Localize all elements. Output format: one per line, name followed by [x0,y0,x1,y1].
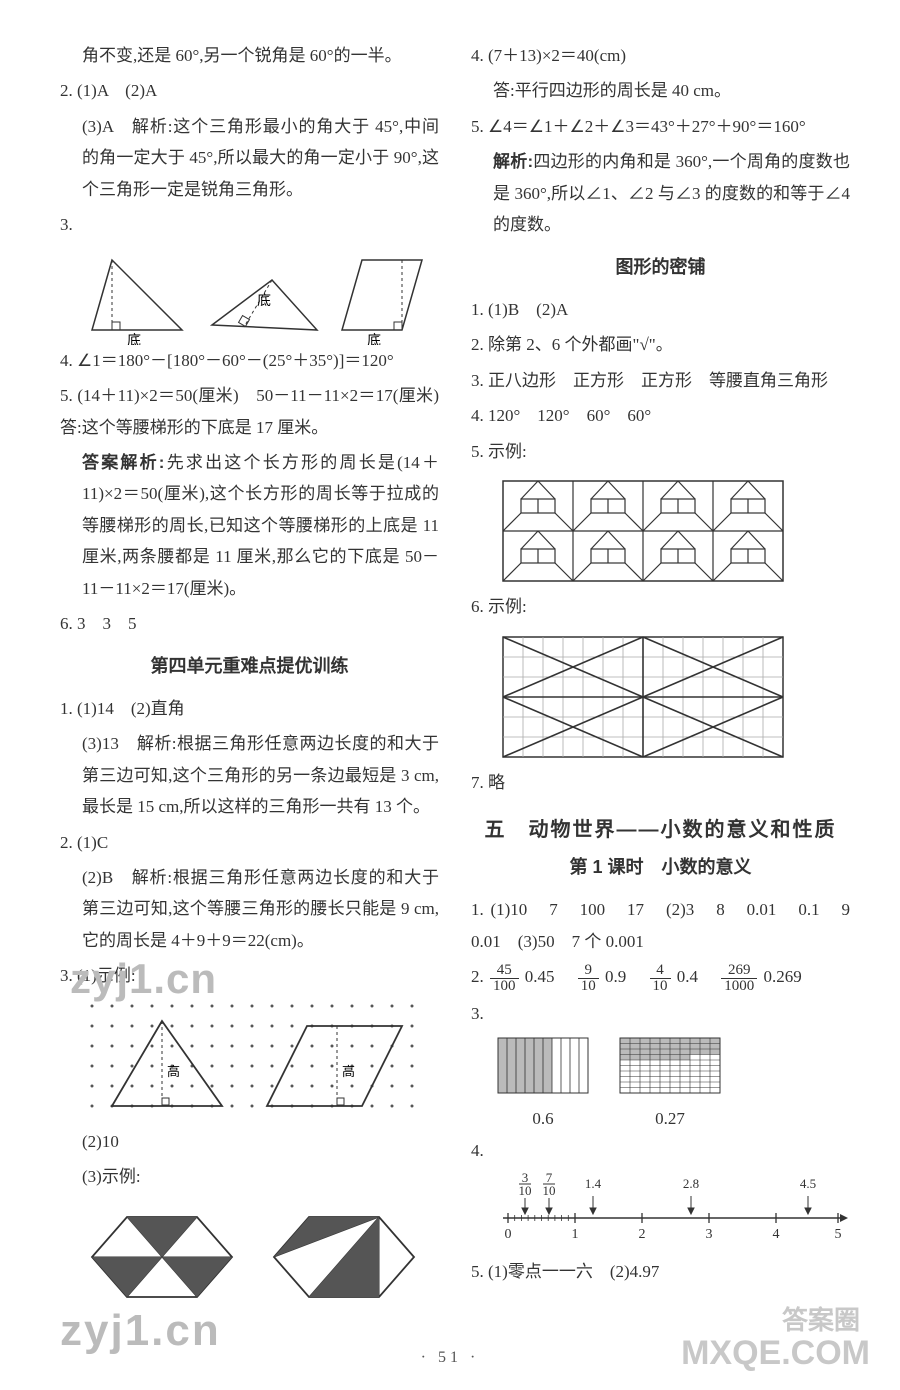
svg-text:2: 2 [639,1227,646,1242]
svg-text:0: 0 [505,1227,512,1242]
text: 4. (7＋13)×2＝40(cm) [471,40,850,71]
text: 1. (1)14 (2)直角 [60,693,439,724]
text: 答:平行四边形的周长是 40 cm。 [471,75,850,106]
svg-text:高: 高 [167,1064,180,1079]
section-heading: 第四单元重难点提优训练 [60,650,439,683]
text: 3. [471,998,850,1029]
text: 3. [60,209,439,240]
text: 答案解析:先求出这个长方形的周长是(14＋11)×2＝50(厘米),这个长方形的… [60,447,439,604]
analysis-text: 先求出这个长方形的周长是(14＋11)×2＝50(厘米),这个长方形的周长等于拉… [82,453,439,598]
svg-text:1: 1 [572,1227,579,1242]
text: 7. 略 [471,767,850,798]
svg-text:底: 底 [367,333,381,345]
svg-text:1.4: 1.4 [585,1176,602,1191]
text: 1. (1)10 7 100 17 (2)3 8 0.01 0.1 9 0.01… [471,894,850,957]
text: 6. 示例: [471,591,850,622]
page-body: 角不变,还是 60°,另一个锐角是 60°的一半。 2. (1)A (2)A (… [0,0,900,1337]
text: 5. 示例: [471,436,850,467]
sub-heading: 第 1 课时 小数的意义 [471,851,850,884]
svg-text:10: 10 [543,1183,556,1198]
text: (2)B 解析:根据三角形任意两边长度的和大于第三边可知,这个等腰三角形的腰长只… [60,862,439,956]
svg-text:4.5: 4.5 [800,1176,816,1191]
figure-number-line: 310 710 1.4 2.8 4.5 [471,1170,850,1255]
text: (3)示例: [60,1161,439,1192]
text: 3. 正八边形 正方形 正方形 等腰直角三角形 [471,365,850,396]
text: 2. (1)A (2)A [60,75,439,106]
text: 1. (1)B (2)A [471,294,850,325]
svg-text:2.8: 2.8 [683,1176,699,1191]
text: 5. (14＋11)×2＝50(厘米) 50－11－11×2＝17(厘米) 答:… [60,380,439,443]
text: 5. ∠4＝∠1＋∠2＋∠3＝43°＋27°＋90°＝160° [471,111,850,142]
page-number: · 51 · [0,1343,900,1373]
figure-triangles: 底 底 底 [60,245,439,345]
grid-label: 0.27 [615,1103,725,1134]
figure-tiling-1 [471,471,850,591]
grid-label: 0.6 [493,1103,593,1134]
text: 6. 3 3 5 [60,608,439,639]
text-fractions: 2. 45100 0.45 910 0.9 410 0.4 2691000 0.… [471,961,850,994]
text: (2)10 [60,1126,439,1157]
figure-tiling-2 [471,627,850,767]
text: 3. (1)示例: [60,960,439,991]
text: 2. (1)C [60,827,439,858]
left-column: 角不变,还是 60°,另一个锐角是 60°的一半。 2. (1)A (2)A (… [60,40,439,1317]
text: 解析:四边形的内角和是 360°,一个周角的度数也是 360°,所以∠1、∠2 … [471,146,850,240]
text: 角不变,还是 60°,另一个锐角是 60°的一半。 [60,40,439,71]
text: (3)A 解析:这个三角形最小的角大于 45°,中间的角一定大于 45°,所以最… [60,111,439,205]
svg-text:10: 10 [519,1183,532,1198]
text: 4. 120° 120° 60° 60° [471,400,850,431]
right-column: 4. (7＋13)×2＝40(cm) 答:平行四边形的周长是 40 cm。 5.… [471,40,850,1317]
text: 4. ∠1＝180°－[180°－60°－(25°＋35°)]＝120° [60,345,439,376]
svg-text:3: 3 [706,1227,713,1242]
text: 4. [471,1135,850,1166]
unit-heading: 五 动物世界——小数的意义和性质 [471,812,850,849]
svg-text:高: 高 [342,1064,355,1079]
svg-text:4: 4 [773,1227,780,1242]
figure-hexagons [60,1197,439,1317]
svg-text:5: 5 [835,1227,842,1242]
svg-text:底: 底 [257,293,271,309]
section-heading: 图形的密铺 [471,251,850,284]
text: 5. (1)零点一一六 (2)4.97 [471,1256,850,1287]
figure-grids: 0.6 0.27 [471,1033,850,1134]
svg-text:底: 底 [127,333,141,345]
figure-dot-grid: 高 高 [60,996,439,1126]
text: (3)13 解析:根据三角形任意两边长度的和大于第三边可知,这个三角形的另一条边… [60,728,439,822]
text: 2. 除第 2、6 个外都画"√"。 [471,329,850,360]
analysis-text: 四边形的内角和是 360°,一个周角的度数也是 360°,所以∠1、∠2 与∠3… [493,152,850,234]
